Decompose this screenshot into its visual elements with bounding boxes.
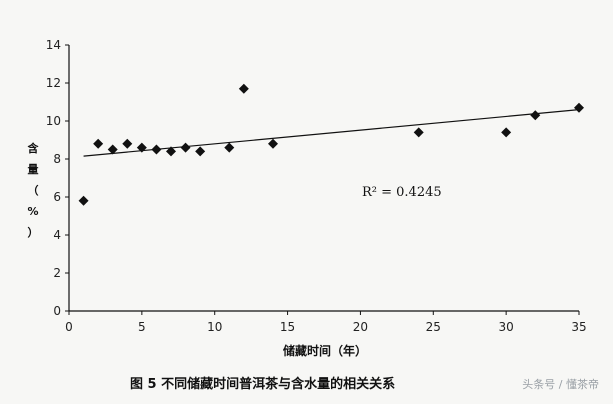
- watermark: 头条号 / 懂茶帝: [522, 378, 599, 391]
- y-axis-label: 含量 （% ）: [27, 141, 40, 239]
- y-label-char: （: [28, 184, 39, 197]
- data-point: [530, 110, 541, 121]
- x-tick-label: 20: [353, 320, 368, 334]
- data-points: [78, 83, 584, 206]
- y-tick-label: 12: [46, 76, 61, 90]
- y-label-char: ）: [28, 226, 39, 239]
- y-tick-label: 2: [53, 266, 61, 280]
- x-tick-label: 30: [499, 320, 514, 334]
- data-point: [122, 138, 133, 149]
- trendline-group: [83, 109, 580, 157]
- trendline: [83, 109, 580, 157]
- data-point: [151, 144, 162, 155]
- data-point: [195, 146, 206, 157]
- data-point: [574, 102, 584, 113]
- y-tick-label: 4: [53, 228, 61, 242]
- y-tick-label: 14: [46, 38, 61, 52]
- y-tick-label: 8: [53, 152, 61, 166]
- data-point: [501, 127, 512, 138]
- x-tick-label: 25: [426, 320, 441, 334]
- data-point: [166, 146, 176, 157]
- data-point: [107, 144, 118, 155]
- data-point: [78, 195, 89, 206]
- x-tick-label: 5: [138, 320, 146, 334]
- x-tick-label: 0: [65, 320, 73, 334]
- tick-labels: 0 2 4 6 8 10 12 14 0 5 10 15 20 25 30 35: [46, 38, 587, 334]
- x-tick-label: 15: [280, 320, 295, 334]
- y-tick-label: 6: [53, 190, 61, 204]
- data-point: [224, 142, 235, 153]
- y-tick-label: 10: [46, 114, 61, 128]
- scatter-chart: 0 2 4 6 8 10 12 14 0 5 10 15 20 25 30 35 R² = 0.4245 含量…: [27, 38, 587, 358]
- data-point: [238, 83, 249, 94]
- data-point: [268, 138, 278, 149]
- y-label-char: %: [27, 205, 38, 218]
- x-tick-label: 10: [207, 320, 222, 334]
- y-label-char: 含: [27, 141, 40, 155]
- r-squared-annotation: R² = 0.4245: [362, 185, 442, 200]
- x-tick-label: 35: [571, 320, 586, 334]
- axes: [65, 44, 580, 315]
- data-point: [180, 142, 191, 153]
- data-point: [136, 142, 147, 153]
- y-label-char: 量: [28, 163, 39, 176]
- x-axis-label: 储藏时间（年）: [283, 343, 367, 358]
- data-point: [93, 138, 104, 149]
- y-tick-label: 0: [53, 304, 61, 318]
- data-point: [413, 127, 424, 138]
- figure-caption: 图 5 不同储藏时间普洱茶与含水量的相关关系: [130, 377, 396, 392]
